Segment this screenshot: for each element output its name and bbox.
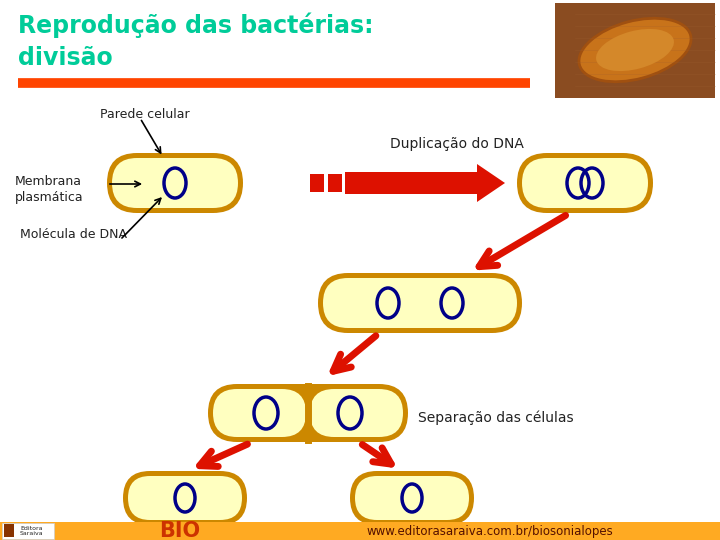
FancyBboxPatch shape [123, 471, 247, 525]
FancyBboxPatch shape [517, 153, 653, 213]
FancyBboxPatch shape [323, 278, 517, 328]
Text: BIO: BIO [159, 521, 201, 540]
Bar [2, 523, 54, 539]
FancyBboxPatch shape [355, 476, 469, 520]
FancyArrow shape [345, 164, 505, 202]
FancyBboxPatch shape [208, 384, 408, 442]
FancyBboxPatch shape [213, 389, 306, 437]
FancyBboxPatch shape [350, 471, 474, 525]
Text: Duplicação do DNA: Duplicação do DNA [390, 137, 524, 151]
Ellipse shape [596, 29, 674, 71]
FancyBboxPatch shape [522, 158, 648, 208]
Text: www.editorasaraiva.com.br/biosonialopes: www.editorasaraiva.com.br/biosonialopes [366, 524, 613, 537]
Text: Editora
Saraiva: Editora Saraiva [20, 525, 44, 536]
Text: Reprodução das bactérias:: Reprodução das bactérias: [18, 12, 374, 37]
FancyBboxPatch shape [107, 153, 243, 213]
Text: Molécula de DNA: Molécula de DNA [20, 228, 127, 241]
Bar [555, 3, 715, 98]
FancyBboxPatch shape [310, 389, 403, 437]
Bar [328, 174, 342, 192]
FancyBboxPatch shape [128, 476, 242, 520]
Bar [555, 3, 715, 98]
Text: Separação das células: Separação das células [418, 411, 574, 426]
Text: Parede celular: Parede celular [100, 108, 189, 121]
FancyBboxPatch shape [112, 158, 238, 208]
Bar [4, 524, 14, 537]
FancyBboxPatch shape [318, 273, 522, 333]
Ellipse shape [579, 18, 691, 82]
Bar [0, 522, 720, 540]
Text: divisão: divisão [18, 46, 113, 70]
Bar [310, 174, 324, 192]
Text: Membrana
plasmática: Membrana plasmática [15, 175, 84, 204]
